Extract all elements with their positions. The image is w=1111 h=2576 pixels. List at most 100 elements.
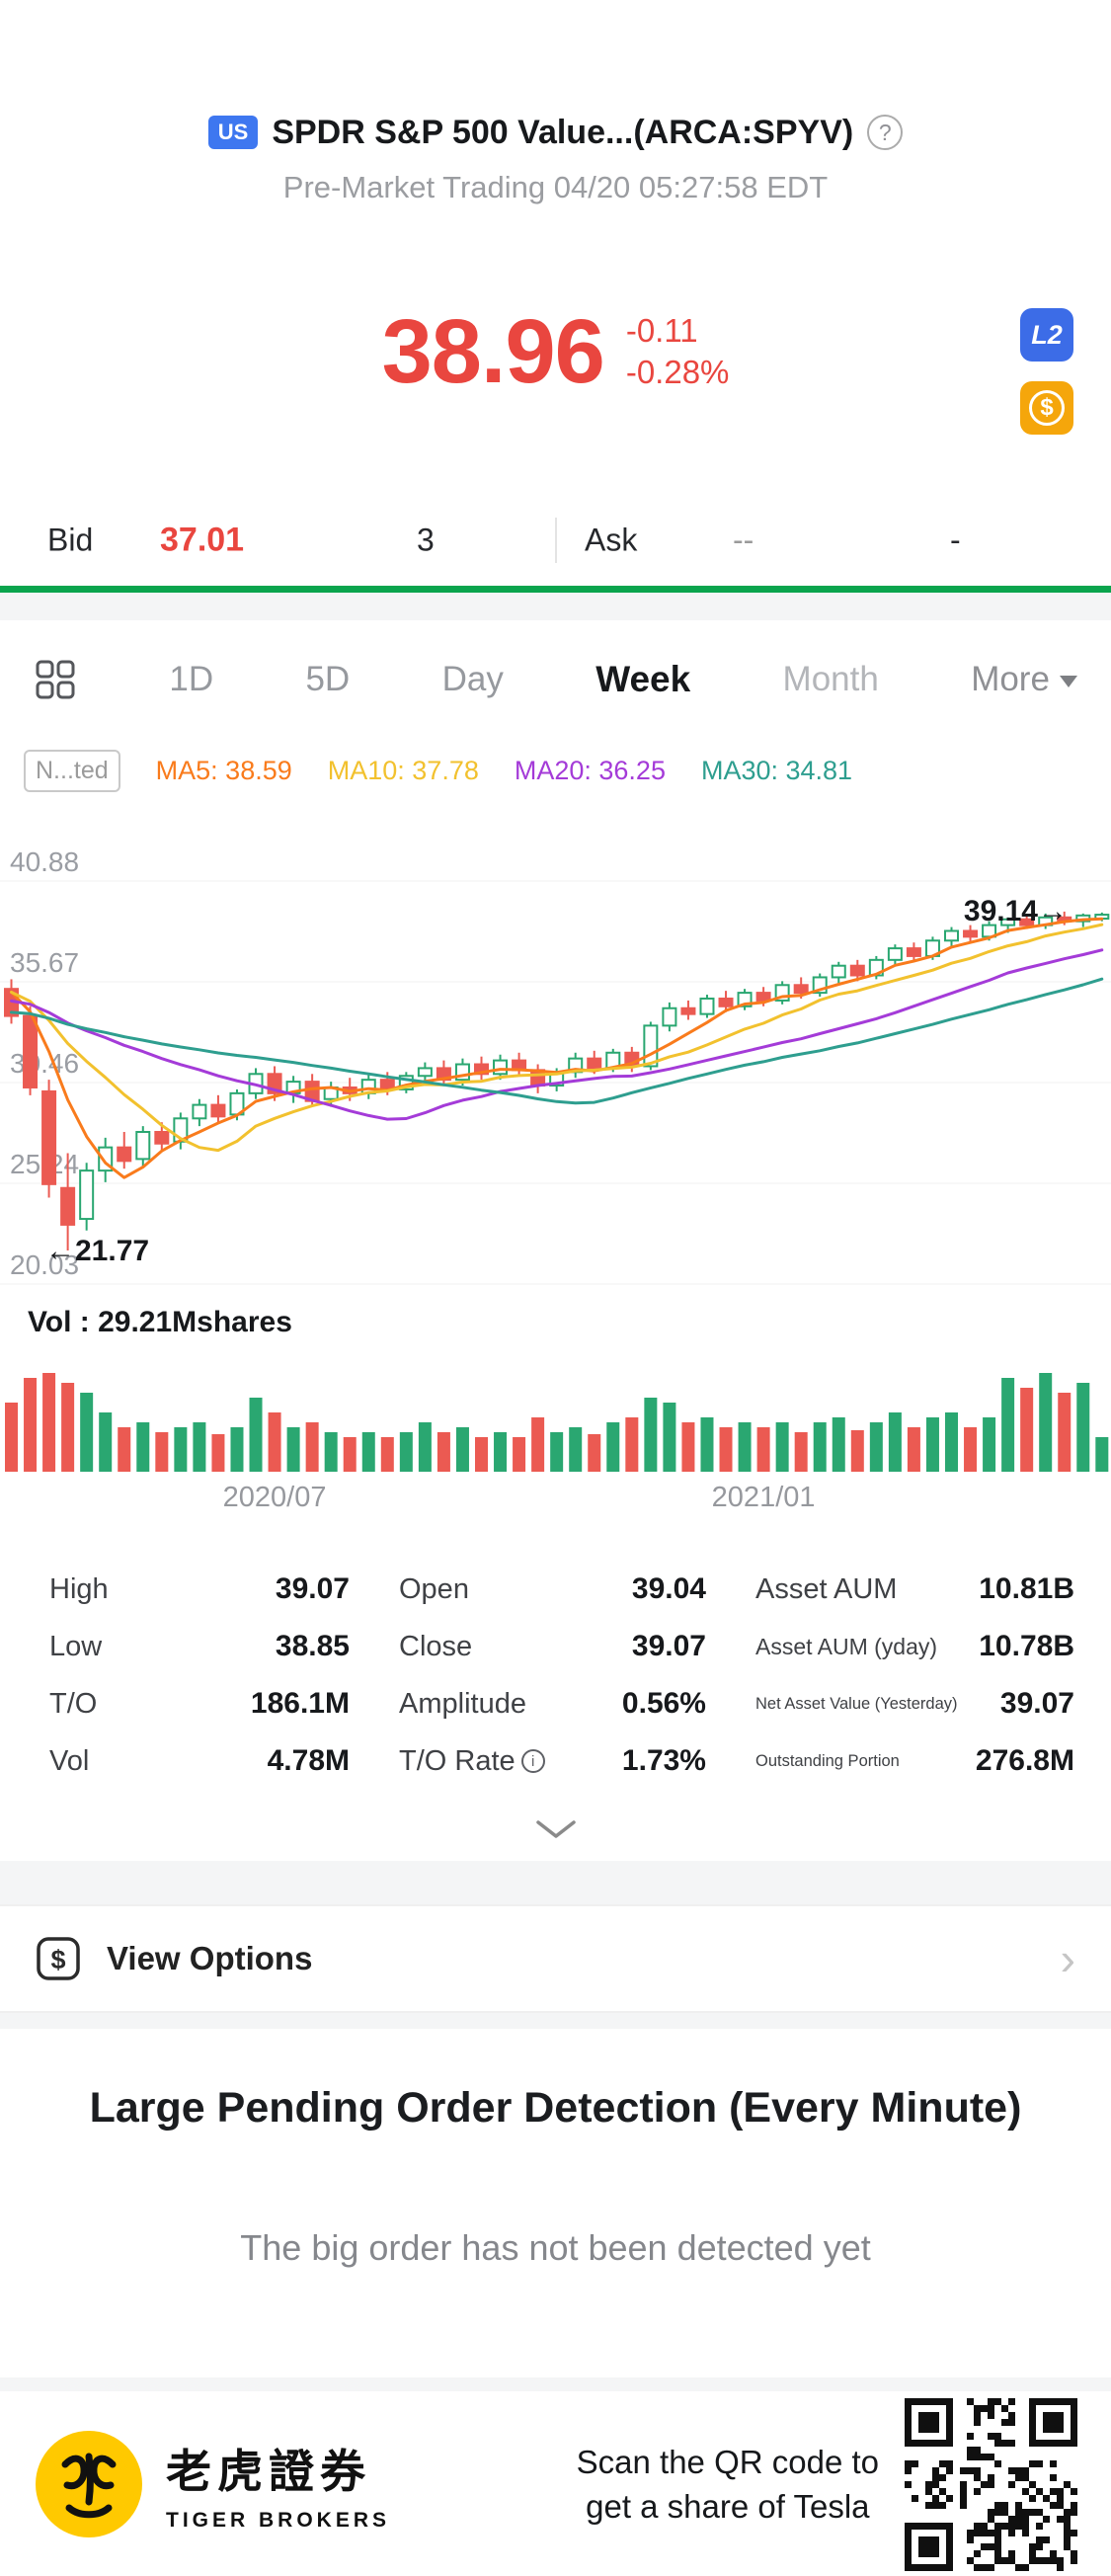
stats-col-3: Asset AUM 10.81B Asset AUM (yday) 10.78B N… (755, 1561, 1074, 1790)
tab-1d[interactable]: 1D (169, 660, 214, 698)
brand-name-cn: 老虎證券 (166, 2446, 371, 2497)
bid-size: 3 (417, 522, 435, 557)
top-spacer (0, 0, 1111, 99)
tab-month[interactable]: Month (782, 660, 879, 698)
view-options-label: View Options (107, 1940, 313, 1976)
stat-value: 0.56% (621, 1687, 706, 1720)
divider (555, 518, 557, 563)
options-dollar-icon: $ (37, 1937, 80, 1980)
legend-ma20: MA20: 36.25 (514, 755, 666, 785)
stat-row: Asset AUM (yday) 10.78B (755, 1618, 1074, 1675)
last-price-annotation: 39.14→ (963, 895, 1068, 928)
stat-value: 39.07 (275, 1572, 350, 1605)
svg-text:$: $ (50, 1945, 65, 1974)
chevron-down-icon (1059, 676, 1077, 687)
svg-text:30.46: 30.46 (10, 1048, 79, 1079)
legend-ma5: MA5: 38.59 (155, 755, 292, 785)
legend-ma30: MA30: 34.81 (700, 755, 853, 785)
x-axis: 2020/07 2021/01 (0, 1482, 1111, 1523)
dollar-icon: $ (1029, 390, 1065, 426)
stat-value: 1.73% (621, 1744, 706, 1777)
stat-row: Net Asset Value (Yesterday) 39.07 (755, 1675, 1074, 1732)
stats-col-2: Open 39.04 Close 39.07 Amplitude 0.56% T/O … (399, 1561, 706, 1790)
last-price: 38.96 (381, 301, 605, 402)
detection-status: The big order has not been detected yet (240, 2227, 871, 2268)
l2-badge[interactable]: L2 (1020, 308, 1073, 362)
qr-code (905, 2397, 1077, 2571)
stat-row: Low 38.85 (49, 1618, 350, 1675)
title-row: US SPDR S&P 500 Value...(ARCA:SPYV) ? (0, 109, 1111, 156)
section-divider (0, 593, 1111, 620)
stat-row: T/O 186.1M (49, 1675, 350, 1732)
stat-value: 39.07 (631, 1630, 706, 1662)
stat-value: 276.8M (975, 1744, 1074, 1777)
stat-label: Amplitude (399, 1687, 526, 1720)
tab-5d[interactable]: 5D (305, 660, 351, 698)
stats-table: High 39.07 Low 38.85 T/O 186.1M Vol 4.78M Op… (0, 1533, 1111, 1798)
grid-layout-icon[interactable] (34, 658, 77, 701)
stat-row: Amplitude 0.56% (399, 1675, 706, 1732)
flash-order-badge[interactable]: $ (1020, 381, 1073, 435)
stat-row: High 39.07 (49, 1561, 350, 1618)
stat-label: Net Asset Value (Yesterday) (755, 1694, 958, 1713)
tab-more[interactable]: More (971, 660, 1077, 699)
help-icon[interactable]: ? (867, 115, 904, 150)
price-change: -0.11 (625, 312, 698, 349)
stat-value: 10.78B (979, 1630, 1074, 1662)
qr-promo-line2: get a share of Tesla (586, 2488, 870, 2525)
bid-price: 37.01 (160, 521, 245, 558)
x-axis-label: 2020/07 (222, 1482, 327, 1513)
stat-label: Outstanding Portion (755, 1751, 900, 1770)
tiger-logo (36, 2431, 142, 2537)
stat-value: 38.85 (275, 1630, 350, 1662)
stat-row: T/O Rate i 1.73% (399, 1732, 706, 1790)
expand-stats-button[interactable] (0, 1798, 1111, 1861)
section-divider (0, 2013, 1111, 2029)
stat-label: High (49, 1572, 109, 1605)
price-change-block: -0.11 -0.28% (626, 310, 730, 393)
footer: 老虎證券 TIGER BROKERS Scan the QR code to g… (0, 2391, 1111, 2576)
svg-text:40.88: 40.88 (10, 846, 79, 877)
stat-row: Asset AUM 10.81B (755, 1561, 1074, 1618)
qr-promo-line1: Scan the QR code to (576, 2444, 879, 2480)
bid-ask-bar[interactable]: Bid 37.01 3 Ask -- - (0, 494, 1111, 586)
ask-size: - (950, 522, 961, 557)
stat-value: 39.07 (999, 1687, 1074, 1720)
stat-value: 4.78M (267, 1744, 350, 1777)
stat-value: 186.1M (250, 1687, 350, 1720)
section-divider (0, 1861, 1111, 1904)
chevron-down-icon (535, 1820, 576, 1838)
stat-label: Open (399, 1572, 469, 1605)
stat-label: Asset AUM (755, 1572, 898, 1605)
stat-label-text: T/O Rate (399, 1744, 516, 1777)
bid-label: Bid (47, 522, 94, 557)
legend-ma10: MA10: 37.78 (327, 755, 479, 785)
brand-block: 老虎證券 TIGER BROKERS (166, 2436, 390, 2533)
volume-label: Vol : 29.21Mshares (28, 1306, 292, 1338)
stat-value: 39.04 (631, 1572, 706, 1605)
view-options-row[interactable]: $ View Options › (0, 1904, 1111, 2013)
chart-period-tabs: 1D 5D Day Week Month More (0, 620, 1111, 739)
stock-title: SPDR S&P 500 Value...(ARCA:SPYV) (272, 113, 854, 151)
header: US SPDR S&P 500 Value...(ARCA:SPYV) ? Pr… (0, 99, 1111, 207)
qr-promo-text: Scan the QR code to get a share of Tesla (577, 2440, 879, 2529)
large-order-detection-section: Large Pending Order Detection (Every Min… (0, 2029, 1111, 2377)
stat-row: Open 39.04 (399, 1561, 706, 1618)
svg-text:20.03: 20.03 (10, 1249, 79, 1280)
adjust-mode-button[interactable]: N...ted (24, 749, 120, 792)
tab-week[interactable]: Week (595, 659, 691, 699)
low-price-annotation: ←21.77 (45, 1234, 150, 1267)
tab-day[interactable]: Day (441, 660, 504, 698)
stat-label: Close (399, 1630, 473, 1662)
detection-title: Large Pending Order Detection (Every Min… (89, 2084, 1022, 2132)
accent-bar (0, 586, 1111, 593)
indicator-legend: N...ted MA5: 38.59 MA10: 37.78 MA20: 36.… (0, 739, 1111, 802)
stat-value: 10.81B (979, 1572, 1074, 1605)
ask-price: -- (733, 522, 754, 557)
info-icon[interactable]: i (520, 1749, 545, 1773)
svg-text:35.67: 35.67 (10, 947, 79, 978)
market-session-label: Pre-Market Trading 04/20 05:27:58 EDT (282, 170, 829, 204)
price-row: 38.96 -0.11 -0.28% (0, 207, 1111, 397)
